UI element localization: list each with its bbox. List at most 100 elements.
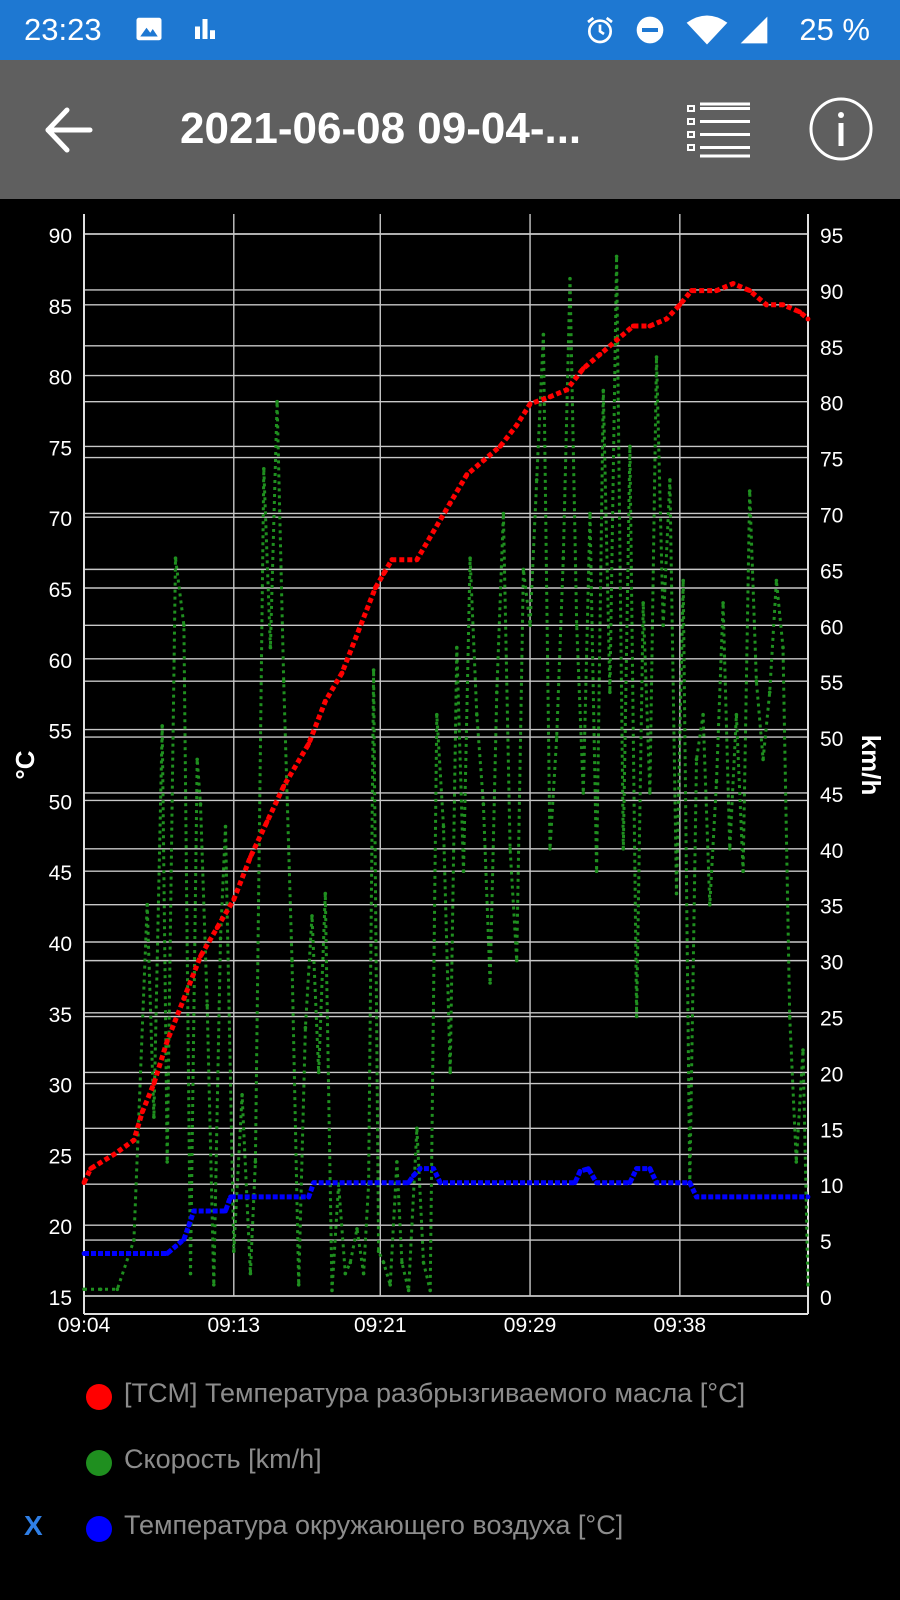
data-point [214, 925, 220, 931]
data-point [173, 556, 178, 560]
data-point [81, 1251, 87, 1256]
data-point [428, 1288, 433, 1293]
data-point [594, 869, 599, 873]
data-point [694, 1194, 699, 1200]
data-point [198, 802, 203, 806]
data-point [400, 1260, 404, 1265]
data-point [415, 1126, 419, 1131]
data-point [574, 623, 579, 628]
data-point [541, 332, 546, 337]
data-point [151, 1081, 157, 1086]
data-point [411, 1173, 416, 1178]
data-point [406, 1180, 411, 1186]
y-right-tick-label: 90 [820, 281, 843, 304]
y-right-tick-label: 60 [820, 616, 843, 639]
data-point [361, 1271, 366, 1276]
data-point [681, 578, 685, 583]
legend-item-ambient-temp[interactable]: X Температура окружающего воздуха [°C] [0, 1502, 900, 1562]
data-point [336, 1182, 341, 1186]
arrow-back-icon[interactable] [40, 100, 100, 160]
data-point [437, 1180, 443, 1186]
data-point [348, 1260, 353, 1265]
data-point [664, 316, 669, 322]
wifi-icon [686, 15, 728, 45]
y-left-tick-label: 30 [49, 1075, 72, 1098]
data-point [647, 323, 653, 329]
y-right-tick-label: 40 [820, 840, 843, 863]
data-point [296, 1283, 301, 1287]
chart-ticks: 9085807570656055504540353025201595908580… [49, 225, 844, 1337]
data-point [447, 500, 453, 506]
data-point [628, 444, 632, 449]
y-left-tick-label: 70 [49, 508, 72, 531]
y-left-tick-label: 15 [49, 1287, 72, 1310]
axis-x-marker: X [24, 1510, 43, 1541]
data-point [508, 847, 512, 851]
data-point [160, 724, 164, 728]
data-point [614, 337, 619, 343]
y-right-tick-label: 15 [820, 1119, 843, 1142]
info-icon[interactable] [808, 96, 874, 162]
x-tick-label: 09:38 [654, 1314, 707, 1337]
data-point [787, 1014, 792, 1019]
data-point [608, 690, 612, 695]
data-point [218, 936, 223, 941]
data-point [572, 1180, 578, 1186]
data-point [275, 399, 279, 404]
data-point [714, 780, 719, 784]
data-point [198, 953, 203, 959]
y-axis-left-label: °C [10, 750, 40, 779]
data-point [389, 557, 395, 563]
data-point [747, 489, 752, 493]
data-point [481, 458, 486, 463]
y-right-tick-label: 70 [820, 504, 843, 527]
data-point [554, 735, 559, 739]
data-point [381, 1260, 386, 1265]
y-left-tick-label: 75 [49, 437, 72, 460]
data-point [714, 288, 719, 293]
data-point [248, 854, 253, 860]
data-point [689, 288, 694, 293]
data-point [781, 645, 785, 650]
data-point [581, 791, 586, 795]
y-left-tick-label: 40 [49, 933, 72, 956]
list-icon[interactable] [686, 100, 752, 160]
data-point [182, 623, 186, 628]
data-point [805, 1194, 811, 1200]
data-point [232, 1249, 236, 1254]
data-point [641, 601, 645, 605]
speed-line [84, 254, 810, 1292]
data-point [330, 1288, 334, 1293]
y-right-tick-label: 35 [820, 896, 843, 919]
data-point [668, 478, 672, 482]
data-point [414, 557, 420, 563]
data-point [621, 847, 626, 851]
data-point [585, 1166, 591, 1171]
data-point [316, 1070, 321, 1075]
data-point [381, 571, 386, 577]
data-point [475, 712, 479, 717]
data-point [661, 623, 665, 628]
data-point [648, 791, 652, 795]
data-point [634, 1014, 639, 1019]
data-point [548, 847, 552, 851]
data-point [806, 1283, 810, 1287]
data-point [262, 467, 266, 471]
data-point [780, 302, 786, 308]
data-point [597, 352, 603, 357]
data-point [376, 1249, 381, 1254]
legend-label: [TCM] Температура разбрызгиваемого масла… [124, 1378, 746, 1408]
data-point [339, 670, 345, 676]
data-point [627, 1180, 633, 1186]
data-point [431, 1166, 436, 1171]
data-point [721, 601, 725, 605]
app-bar: 2021-06-08 09-04-... [0, 60, 900, 199]
y-right-tick-label: 80 [820, 393, 843, 416]
legend-item-oil-temp[interactable]: [TCM] Температура разбрызгиваемого масла… [0, 1370, 900, 1430]
image-icon [136, 17, 162, 41]
legend-item-speed[interactable]: Скорость [km/h] [0, 1436, 900, 1496]
x-tick-label: 09:04 [58, 1314, 111, 1337]
y-right-tick-label: 55 [820, 672, 843, 695]
data-point [534, 478, 539, 482]
data-point [431, 529, 436, 534]
